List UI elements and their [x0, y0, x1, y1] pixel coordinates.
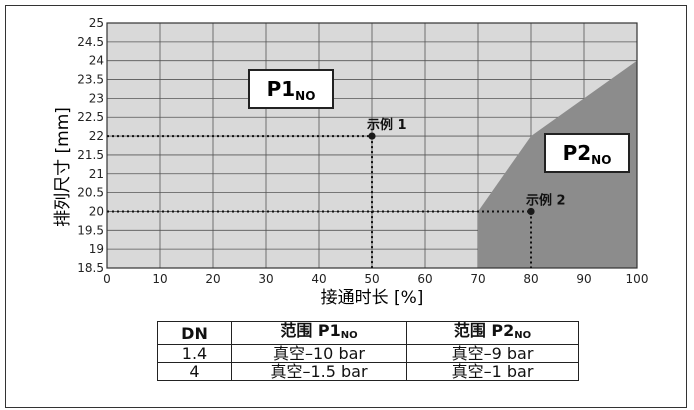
- y-tick-label: 25: [89, 16, 104, 30]
- y-tick-label: 20.5: [77, 186, 104, 200]
- y-tick-label: 20: [89, 204, 104, 218]
- y-tick-label: 23.5: [77, 73, 104, 87]
- x-tick-label: 50: [364, 272, 379, 286]
- y-tick-label: 24: [89, 54, 104, 68]
- table-header-row: DN 范围 P1NO 范围 P2NO: [157, 321, 579, 345]
- y-tick-label: 19: [89, 242, 104, 256]
- pressure-range-table: DN 范围 P1NO 范围 P2NO 1.4 真空–10 bar 真空–9 ba…: [157, 321, 579, 381]
- example-point: [368, 132, 376, 140]
- y-tick-label: 19.5: [77, 223, 104, 237]
- cell-range-p1: 真空–1.5 bar: [231, 362, 407, 381]
- cell-dn: 1.4: [157, 344, 232, 363]
- x-tick-label: 40: [311, 272, 326, 286]
- y-tick-label: 21.5: [77, 148, 104, 162]
- table-row: 1.4 真空–10 bar 真空–9 bar: [157, 344, 579, 363]
- y-axis-title: 排列尺寸 [mm]: [53, 107, 73, 227]
- x-tick-label: 0: [103, 272, 111, 286]
- region-p1-label: P1NO: [267, 77, 316, 103]
- region-p2-box: [544, 133, 630, 173]
- y-tick-label: 21: [89, 167, 104, 181]
- x-tick-label: 20: [205, 272, 220, 286]
- y-tick-label: 18.5: [77, 261, 104, 275]
- region-p1-box: [248, 69, 334, 109]
- x-axis-title: 接通时长 [%]: [321, 288, 424, 308]
- y-tick-label: 22: [89, 129, 104, 143]
- x-tick-label: 90: [576, 272, 591, 286]
- y-tick-label: 24.5: [77, 35, 104, 49]
- size-vs-duty-chart: 0 10 20 30 40 50 60 70 80 90 100 18.5 19 19.5 20 20.5 21…: [53, 16, 649, 308]
- example-point: [527, 207, 535, 216]
- x-tick-label: 60: [417, 272, 432, 286]
- example-label: 示例 2: [526, 192, 566, 208]
- table-row: 4 真空–1.5 bar 真空–1 bar: [157, 362, 579, 381]
- header-range-p2: 范围 P2NO: [406, 321, 579, 345]
- cell-range-p1: 真空–10 bar: [231, 344, 407, 363]
- x-tick-label: 70: [470, 272, 485, 286]
- y-tick-label: 22.5: [77, 110, 104, 124]
- x-tick-label: 10: [152, 272, 167, 286]
- region-p2-label: P2NO: [563, 141, 612, 167]
- cell-range-p2: 真空–9 bar: [406, 344, 579, 363]
- cell-dn: 4: [157, 362, 232, 381]
- header-range-p1: 范围 P1NO: [231, 321, 407, 345]
- figure-frame: [5, 5, 687, 408]
- header-dn: DN: [157, 321, 232, 345]
- cell-range-p2: 真空–1 bar: [406, 362, 579, 381]
- x-tick-label: 80: [523, 272, 538, 286]
- example-label: 示例 1: [367, 117, 407, 133]
- x-tick-label: 30: [258, 272, 273, 286]
- x-tick-label: 100: [626, 272, 649, 286]
- y-tick-label: 23: [89, 91, 104, 105]
